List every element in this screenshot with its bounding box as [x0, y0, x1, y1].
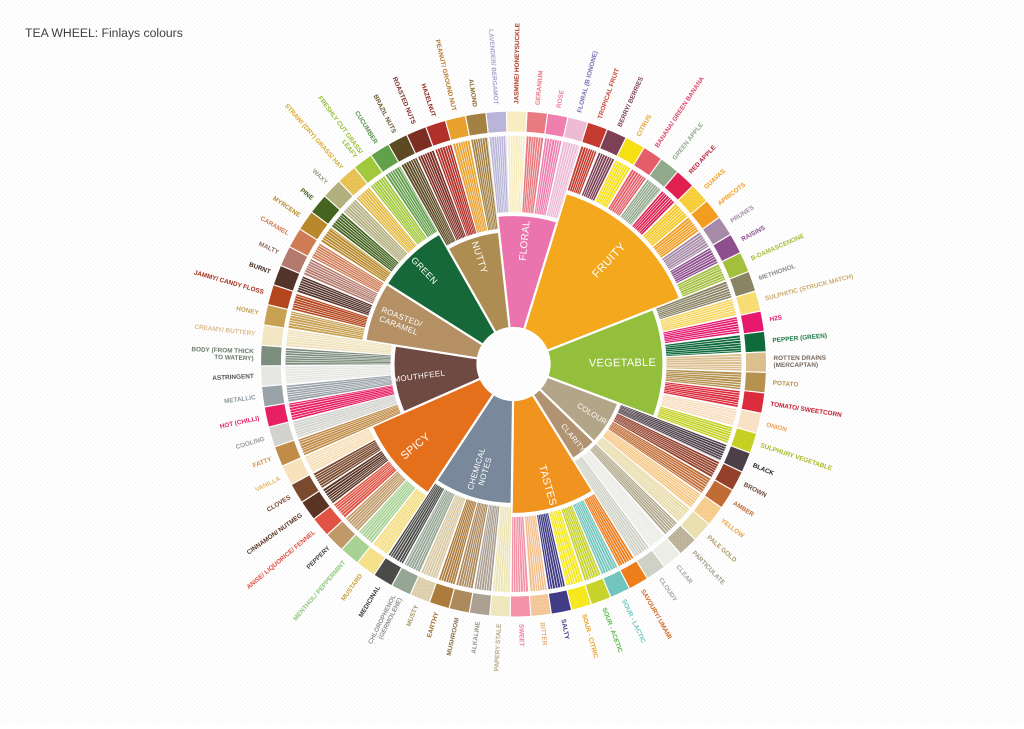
svg-text:METALLIC: METALLIC: [224, 394, 257, 405]
svg-text:FLORAL: FLORAL: [518, 220, 533, 262]
svg-text:H2S: H2S: [769, 314, 783, 323]
svg-text:ASTRINGENT: ASTRINGENT: [212, 373, 254, 382]
svg-text:PEPPER (GREEN): PEPPER (GREEN): [772, 333, 827, 345]
svg-text:ROTTEN DRAINS: ROTTEN DRAINS: [773, 355, 826, 362]
svg-text:VEGETABLE: VEGETABLE: [589, 357, 656, 370]
svg-text:HONEY: HONEY: [236, 305, 260, 316]
svg-text:BITTER: BITTER: [538, 622, 548, 646]
svg-text:ALKALINE: ALKALINE: [471, 620, 482, 654]
svg-text:(MERCAPTAN): (MERCAPTAN): [773, 362, 818, 369]
svg-text:SALTY: SALTY: [559, 619, 570, 641]
svg-text:POTATO: POTATO: [773, 380, 799, 389]
svg-text:ALMOND: ALMOND: [467, 79, 478, 108]
svg-text:ONION: ONION: [765, 422, 787, 434]
svg-text:SWEET: SWEET: [517, 624, 525, 647]
svg-text:GERANIUM: GERANIUM: [535, 70, 545, 105]
svg-text:BODY (FROM THICK: BODY (FROM THICK: [191, 346, 254, 355]
svg-text:TO WATERY): TO WATERY): [214, 354, 254, 362]
svg-text:ROSE: ROSE: [556, 89, 566, 109]
svg-text:JASMINE/ HONEYSUCKLE: JASMINE/ HONEYSUCKLE: [513, 22, 521, 104]
svg-text:TEA WHEEL: Finlays colours: TEA WHEEL: Finlays colours: [25, 26, 183, 40]
svg-text:PAPERY STALE: PAPERY STALE: [493, 623, 503, 672]
